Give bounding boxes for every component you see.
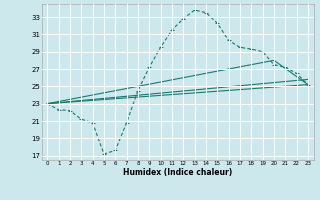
X-axis label: Humidex (Indice chaleur): Humidex (Indice chaleur) (123, 168, 232, 177)
